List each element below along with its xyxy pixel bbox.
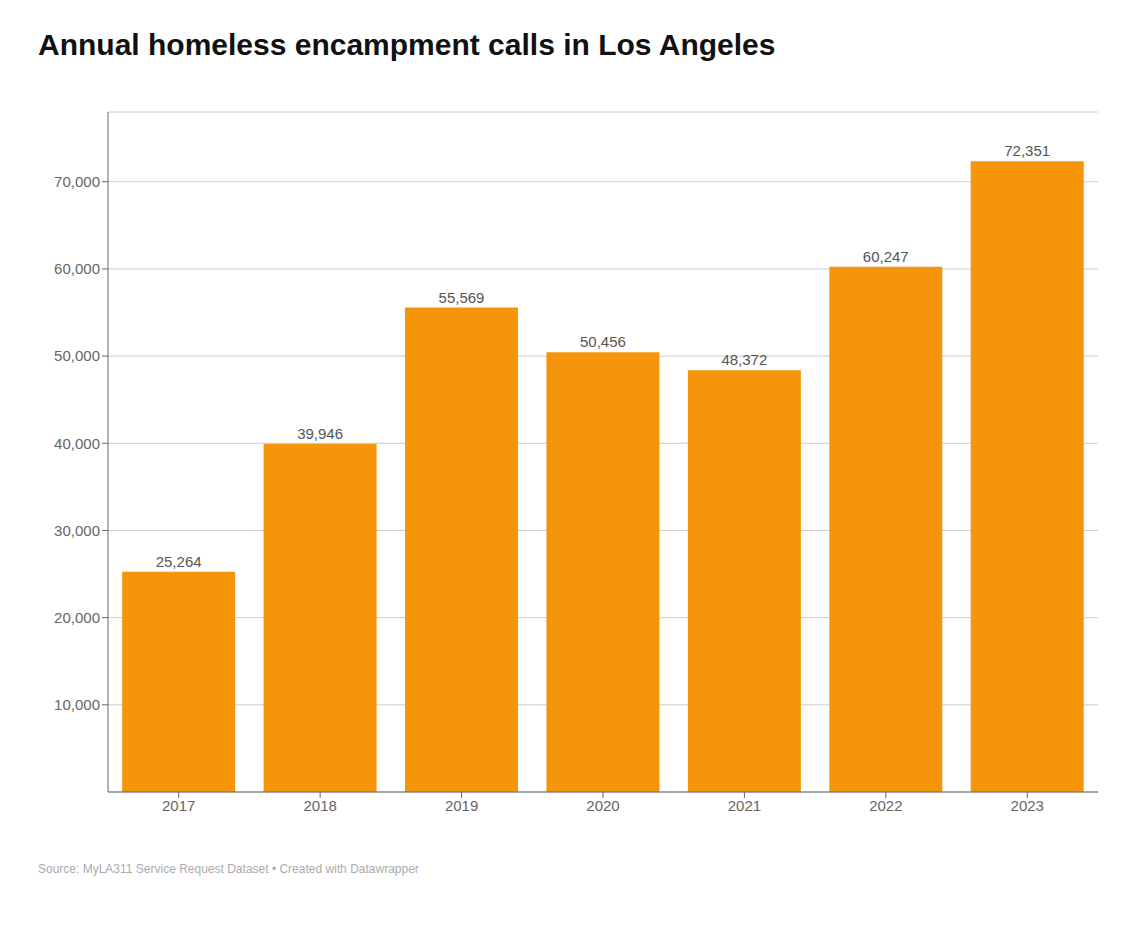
svg-text:10,000: 10,000 — [54, 696, 100, 713]
svg-text:30,000: 30,000 — [54, 522, 100, 539]
svg-text:2017: 2017 — [162, 797, 195, 814]
html-text:Annual homeless encampment cal: Annual homeless encampment calls in Los … — [38, 28, 776, 61]
svg-text:50,000: 50,000 — [54, 347, 100, 364]
html-text:Source: MyLA311 Service Reques: Source: MyLA311 Service Request Dataset … — [38, 862, 419, 876]
svg-text:60,247: 60,247 — [863, 248, 909, 265]
svg-text:60,000: 60,000 — [54, 260, 100, 277]
svg-text:39,946: 39,946 — [297, 425, 343, 442]
svg-text:20,000: 20,000 — [54, 609, 100, 626]
svg-text:55,569: 55,569 — [439, 289, 485, 306]
svg-text:48,372: 48,372 — [721, 351, 767, 368]
svg-text:2022: 2022 — [869, 797, 902, 814]
svg-text:2018: 2018 — [303, 797, 336, 814]
svg-text:72,351: 72,351 — [1004, 142, 1050, 159]
svg-text:25,264: 25,264 — [156, 553, 202, 570]
svg-text:70,000: 70,000 — [54, 173, 100, 190]
svg-text:2019: 2019 — [445, 797, 478, 814]
svg-text:2021: 2021 — [728, 797, 761, 814]
svg-text:2023: 2023 — [1011, 797, 1044, 814]
svg-text:2020: 2020 — [586, 797, 619, 814]
svg-text:50,456: 50,456 — [580, 333, 626, 350]
svg-text:40,000: 40,000 — [54, 435, 100, 452]
